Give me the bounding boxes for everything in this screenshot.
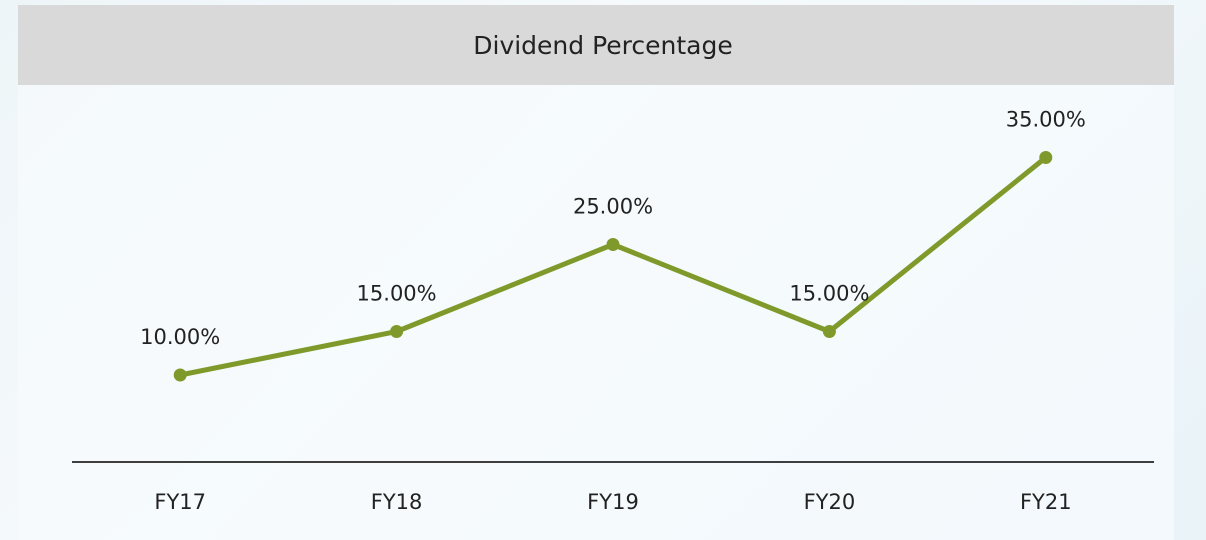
x-tick-label: FY20 bbox=[804, 490, 856, 514]
data-label: 35.00% bbox=[1006, 108, 1086, 132]
data-label: 25.00% bbox=[573, 195, 653, 219]
title-band bbox=[18, 5, 1174, 85]
data-label: 15.00% bbox=[357, 282, 437, 306]
x-tick-label: FY17 bbox=[154, 490, 206, 514]
marker bbox=[606, 238, 620, 251]
x-tick-label: FY21 bbox=[1020, 490, 1072, 514]
data-label: 15.00% bbox=[789, 282, 869, 306]
x-tick-label: FY18 bbox=[371, 490, 423, 514]
marker bbox=[173, 368, 187, 382]
data-label: 10.00% bbox=[140, 325, 220, 349]
marker bbox=[822, 325, 836, 338]
marker bbox=[1039, 151, 1053, 164]
x-tick-label: FY19 bbox=[587, 490, 639, 514]
chart-title: Dividend Percentage bbox=[473, 31, 733, 60]
plot-background bbox=[18, 85, 1174, 540]
marker bbox=[390, 325, 404, 338]
